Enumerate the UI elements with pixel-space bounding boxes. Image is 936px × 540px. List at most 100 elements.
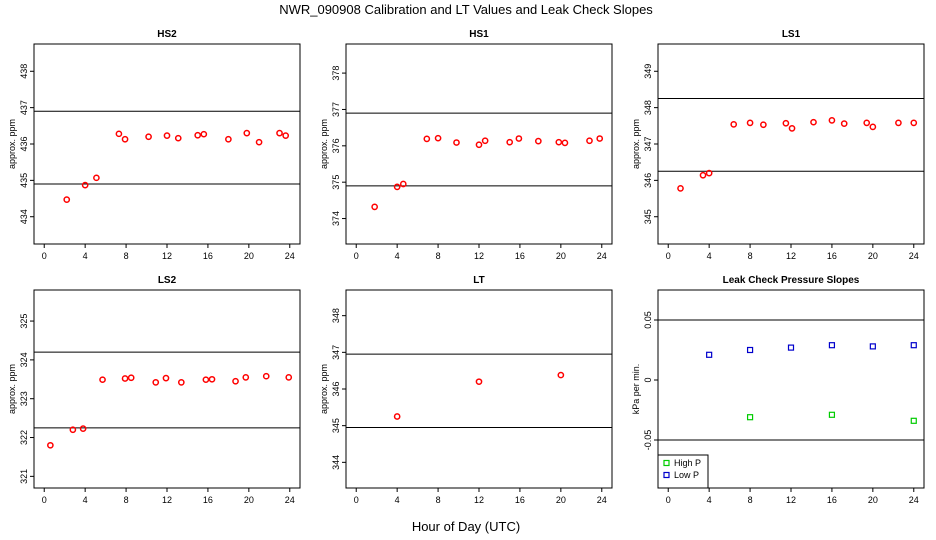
data-point xyxy=(782,119,790,127)
data-point xyxy=(115,130,123,138)
legend-marker xyxy=(663,471,670,479)
data-point xyxy=(828,342,836,349)
x-tick-label: 20 xyxy=(244,495,254,505)
data-point xyxy=(475,378,483,386)
data-point xyxy=(121,375,129,382)
y-tick-label: 324 xyxy=(19,352,29,367)
y-tick-label: 436 xyxy=(19,136,29,151)
x-tick-label: 12 xyxy=(474,251,484,261)
x-tick-label: 4 xyxy=(707,251,712,261)
x-tick-label: 24 xyxy=(909,495,919,505)
x-tick-label: 0 xyxy=(666,495,671,505)
x-tick-label: 0 xyxy=(42,495,47,505)
data-point xyxy=(557,371,565,379)
data-point xyxy=(453,139,460,146)
data-point xyxy=(895,119,902,127)
data-point xyxy=(561,139,569,147)
x-tick-label: 12 xyxy=(474,495,484,505)
y-tick-label: 0.05 xyxy=(643,311,653,329)
data-point xyxy=(232,377,239,385)
x-tick-label: 0 xyxy=(42,251,47,261)
x-tick-label: 16 xyxy=(827,495,837,505)
x-tick-label: 4 xyxy=(395,251,400,261)
x-tick-label: 4 xyxy=(707,495,712,505)
data-point xyxy=(145,133,152,141)
y-tick-label: 348 xyxy=(331,308,341,323)
x-tick-label: 0 xyxy=(666,251,671,261)
x-axis-label: Hour of Day (UTC) xyxy=(412,519,520,534)
data-point xyxy=(910,119,918,127)
data-point xyxy=(177,379,185,386)
y-axis-label: approx. ppm xyxy=(319,364,329,414)
data-point xyxy=(475,141,483,149)
data-point xyxy=(79,425,87,432)
data-point xyxy=(596,135,604,142)
data-point xyxy=(730,121,738,128)
x-tick-label: 24 xyxy=(909,251,919,261)
plot-frame xyxy=(345,43,613,245)
data-point xyxy=(202,376,210,384)
data-point xyxy=(746,119,754,127)
panel-2: LS1 0 4 8 12 16 20 24 345 346 347 348 349 approx. ppm xyxy=(631,29,925,261)
x-tick-label: 12 xyxy=(786,495,796,505)
y-tick-label: 322 xyxy=(19,430,29,445)
y-tick-label: 347 xyxy=(643,136,653,151)
x-tick-label: 20 xyxy=(868,251,878,261)
x-tick-label: 16 xyxy=(827,251,837,261)
y-tick-label: 345 xyxy=(643,209,653,224)
x-tick-label: 16 xyxy=(515,495,525,505)
data-point xyxy=(481,137,489,145)
data-point xyxy=(121,135,129,143)
y-tick-label: 345 xyxy=(331,418,341,433)
data-point xyxy=(69,426,77,434)
panel-title: LS1 xyxy=(782,29,801,40)
data-point xyxy=(828,411,836,418)
data-point xyxy=(746,414,754,421)
data-point xyxy=(788,125,796,132)
data-point xyxy=(515,135,523,142)
y-tick-label: 435 xyxy=(19,173,29,188)
data-point xyxy=(163,132,171,139)
data-point xyxy=(869,123,877,131)
data-point xyxy=(262,372,270,380)
data-point xyxy=(760,121,767,129)
data-point xyxy=(840,120,848,127)
panel-4: LT 0 4 8 12 16 20 24 344 345 346 347 348 approx. ppm xyxy=(319,275,613,505)
panel-5: Leak Check Pressure Slopes 0 4 8 12 16 20 24 -0.… xyxy=(631,275,925,505)
y-tick-label: 349 xyxy=(643,64,653,79)
y-axis-label: approx. ppm xyxy=(7,364,17,414)
data-point xyxy=(393,183,401,191)
y-tick-label: 348 xyxy=(643,100,653,115)
x-tick-label: 8 xyxy=(436,495,441,505)
y-tick-label: 377 xyxy=(331,102,341,117)
data-point xyxy=(828,117,836,124)
panel-0: HS2 0 4 8 12 16 20 24 434 435 436 437 438 approx. ppm xyxy=(7,29,301,261)
plot-frame xyxy=(33,289,301,489)
data-point xyxy=(63,196,71,203)
data-point xyxy=(225,135,232,143)
data-point xyxy=(586,137,593,145)
x-tick-label: 0 xyxy=(354,251,359,261)
data-point xyxy=(174,134,182,142)
legend-label: High P xyxy=(674,458,701,468)
y-tick-label: 321 xyxy=(19,469,29,484)
panel-1: HS1 0 4 8 12 16 20 24 374 375 376 377 378 approx. ppm xyxy=(319,29,613,261)
x-tick-label: 0 xyxy=(354,495,359,505)
x-tick-label: 12 xyxy=(162,251,172,261)
data-point xyxy=(162,374,170,382)
y-tick-label: 376 xyxy=(331,138,341,153)
panel-title: Leak Check Pressure Slopes xyxy=(723,275,860,286)
data-point xyxy=(371,203,378,211)
plot-frame xyxy=(657,43,925,245)
data-point xyxy=(127,374,135,382)
y-tick-label: 0 xyxy=(643,377,653,382)
y-tick-label: 323 xyxy=(19,391,29,406)
y-tick-label: 347 xyxy=(331,345,341,360)
x-tick-label: 8 xyxy=(124,251,129,261)
x-tick-label: 16 xyxy=(515,251,525,261)
data-point xyxy=(706,351,713,358)
data-point xyxy=(99,376,106,384)
x-tick-label: 4 xyxy=(395,495,400,505)
data-point xyxy=(699,171,707,179)
data-point xyxy=(243,129,251,137)
